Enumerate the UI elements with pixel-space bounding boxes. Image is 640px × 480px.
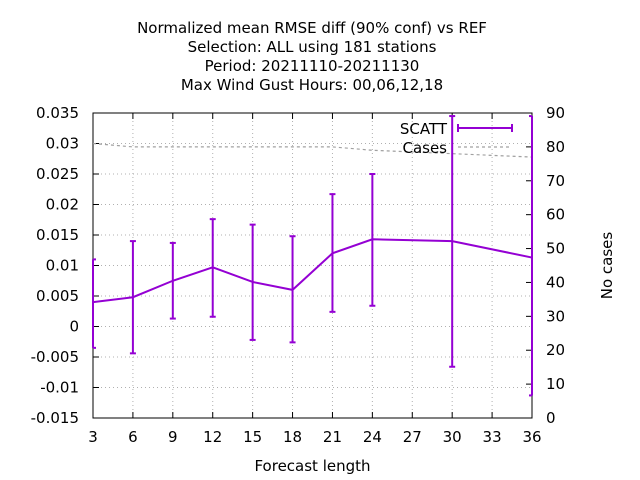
x-tick-label: 15 (243, 428, 262, 446)
y-tick-label: -0.01 (40, 379, 79, 397)
y-axis: -0.015 -0.01 -0.005 0 0.005 0.01 0.015 0.02 0.02… (31, 104, 99, 427)
series-scatt (92, 115, 533, 397)
title-line: Period: 20211110-20211130 (205, 57, 420, 75)
y2-tick-label: 10 (546, 375, 565, 393)
x-tick-label: 18 (283, 428, 302, 446)
grid (92, 112, 533, 419)
title-line: Normalized mean RMSE diff (90% conf) vs … (137, 19, 487, 37)
x-tick-label: 21 (323, 428, 342, 446)
y2-tick-label: 80 (546, 138, 565, 156)
y2-tick-label: 30 (546, 307, 565, 325)
y-tick-label: 0 (69, 318, 79, 336)
y2-tick-label: 90 (546, 104, 565, 122)
y-tick-label: 0.03 (46, 135, 79, 153)
x-tick-label: 6 (128, 428, 138, 446)
y2-axis-label: No cases (598, 232, 616, 300)
x-tick-label: 12 (203, 428, 222, 446)
title-line: Max Wind Gust Hours: 00,06,12,18 (181, 76, 443, 94)
y-tick-label: -0.005 (31, 348, 79, 366)
y2-tick-label: 70 (546, 172, 565, 190)
y2-tick-label: 0 (546, 409, 556, 427)
y-tick-label: 0.025 (36, 165, 79, 183)
x-axis-label: Forecast length (254, 457, 370, 475)
y2-tick-label: 40 (546, 273, 565, 291)
y2-tick-label: 60 (546, 206, 565, 224)
cases-line (92, 142, 533, 158)
x-tick-label: 24 (363, 428, 382, 446)
x-tick-label: 3 (88, 428, 98, 446)
y2-axis: 0 10 20 30 40 50 60 70 80 90 (526, 104, 565, 427)
chart-title: Normalized mean RMSE diff (90% conf) vs … (137, 19, 487, 94)
legend-label-scatt: SCATT (400, 120, 448, 138)
x-tick-label: 30 (443, 428, 462, 446)
title-line: Selection: ALL using 181 stations (188, 38, 437, 56)
y-tick-label: 0.035 (36, 104, 79, 122)
x-axis: 3 6 9 12 15 18 21 24 27 30 33 36 (88, 113, 542, 446)
y2-tick-label: 20 (546, 341, 565, 359)
x-tick-label: 27 (403, 428, 422, 446)
y-tick-label: 0.01 (46, 257, 79, 275)
plot-frame (92, 112, 533, 419)
y-tick-label: -0.015 (31, 409, 79, 427)
y2-tick-label: 50 (546, 240, 565, 258)
x-tick-label: 33 (483, 428, 502, 446)
y-tick-label: 0.005 (36, 287, 79, 305)
legend-label-cases: Cases (402, 139, 447, 157)
x-tick-label: 36 (522, 428, 541, 446)
series-cases (92, 142, 533, 158)
scatt-line (92, 238, 533, 304)
y-tick-label: 0.015 (36, 226, 79, 244)
y-tick-label: 0.02 (46, 196, 79, 214)
x-tick-label: 9 (168, 428, 178, 446)
